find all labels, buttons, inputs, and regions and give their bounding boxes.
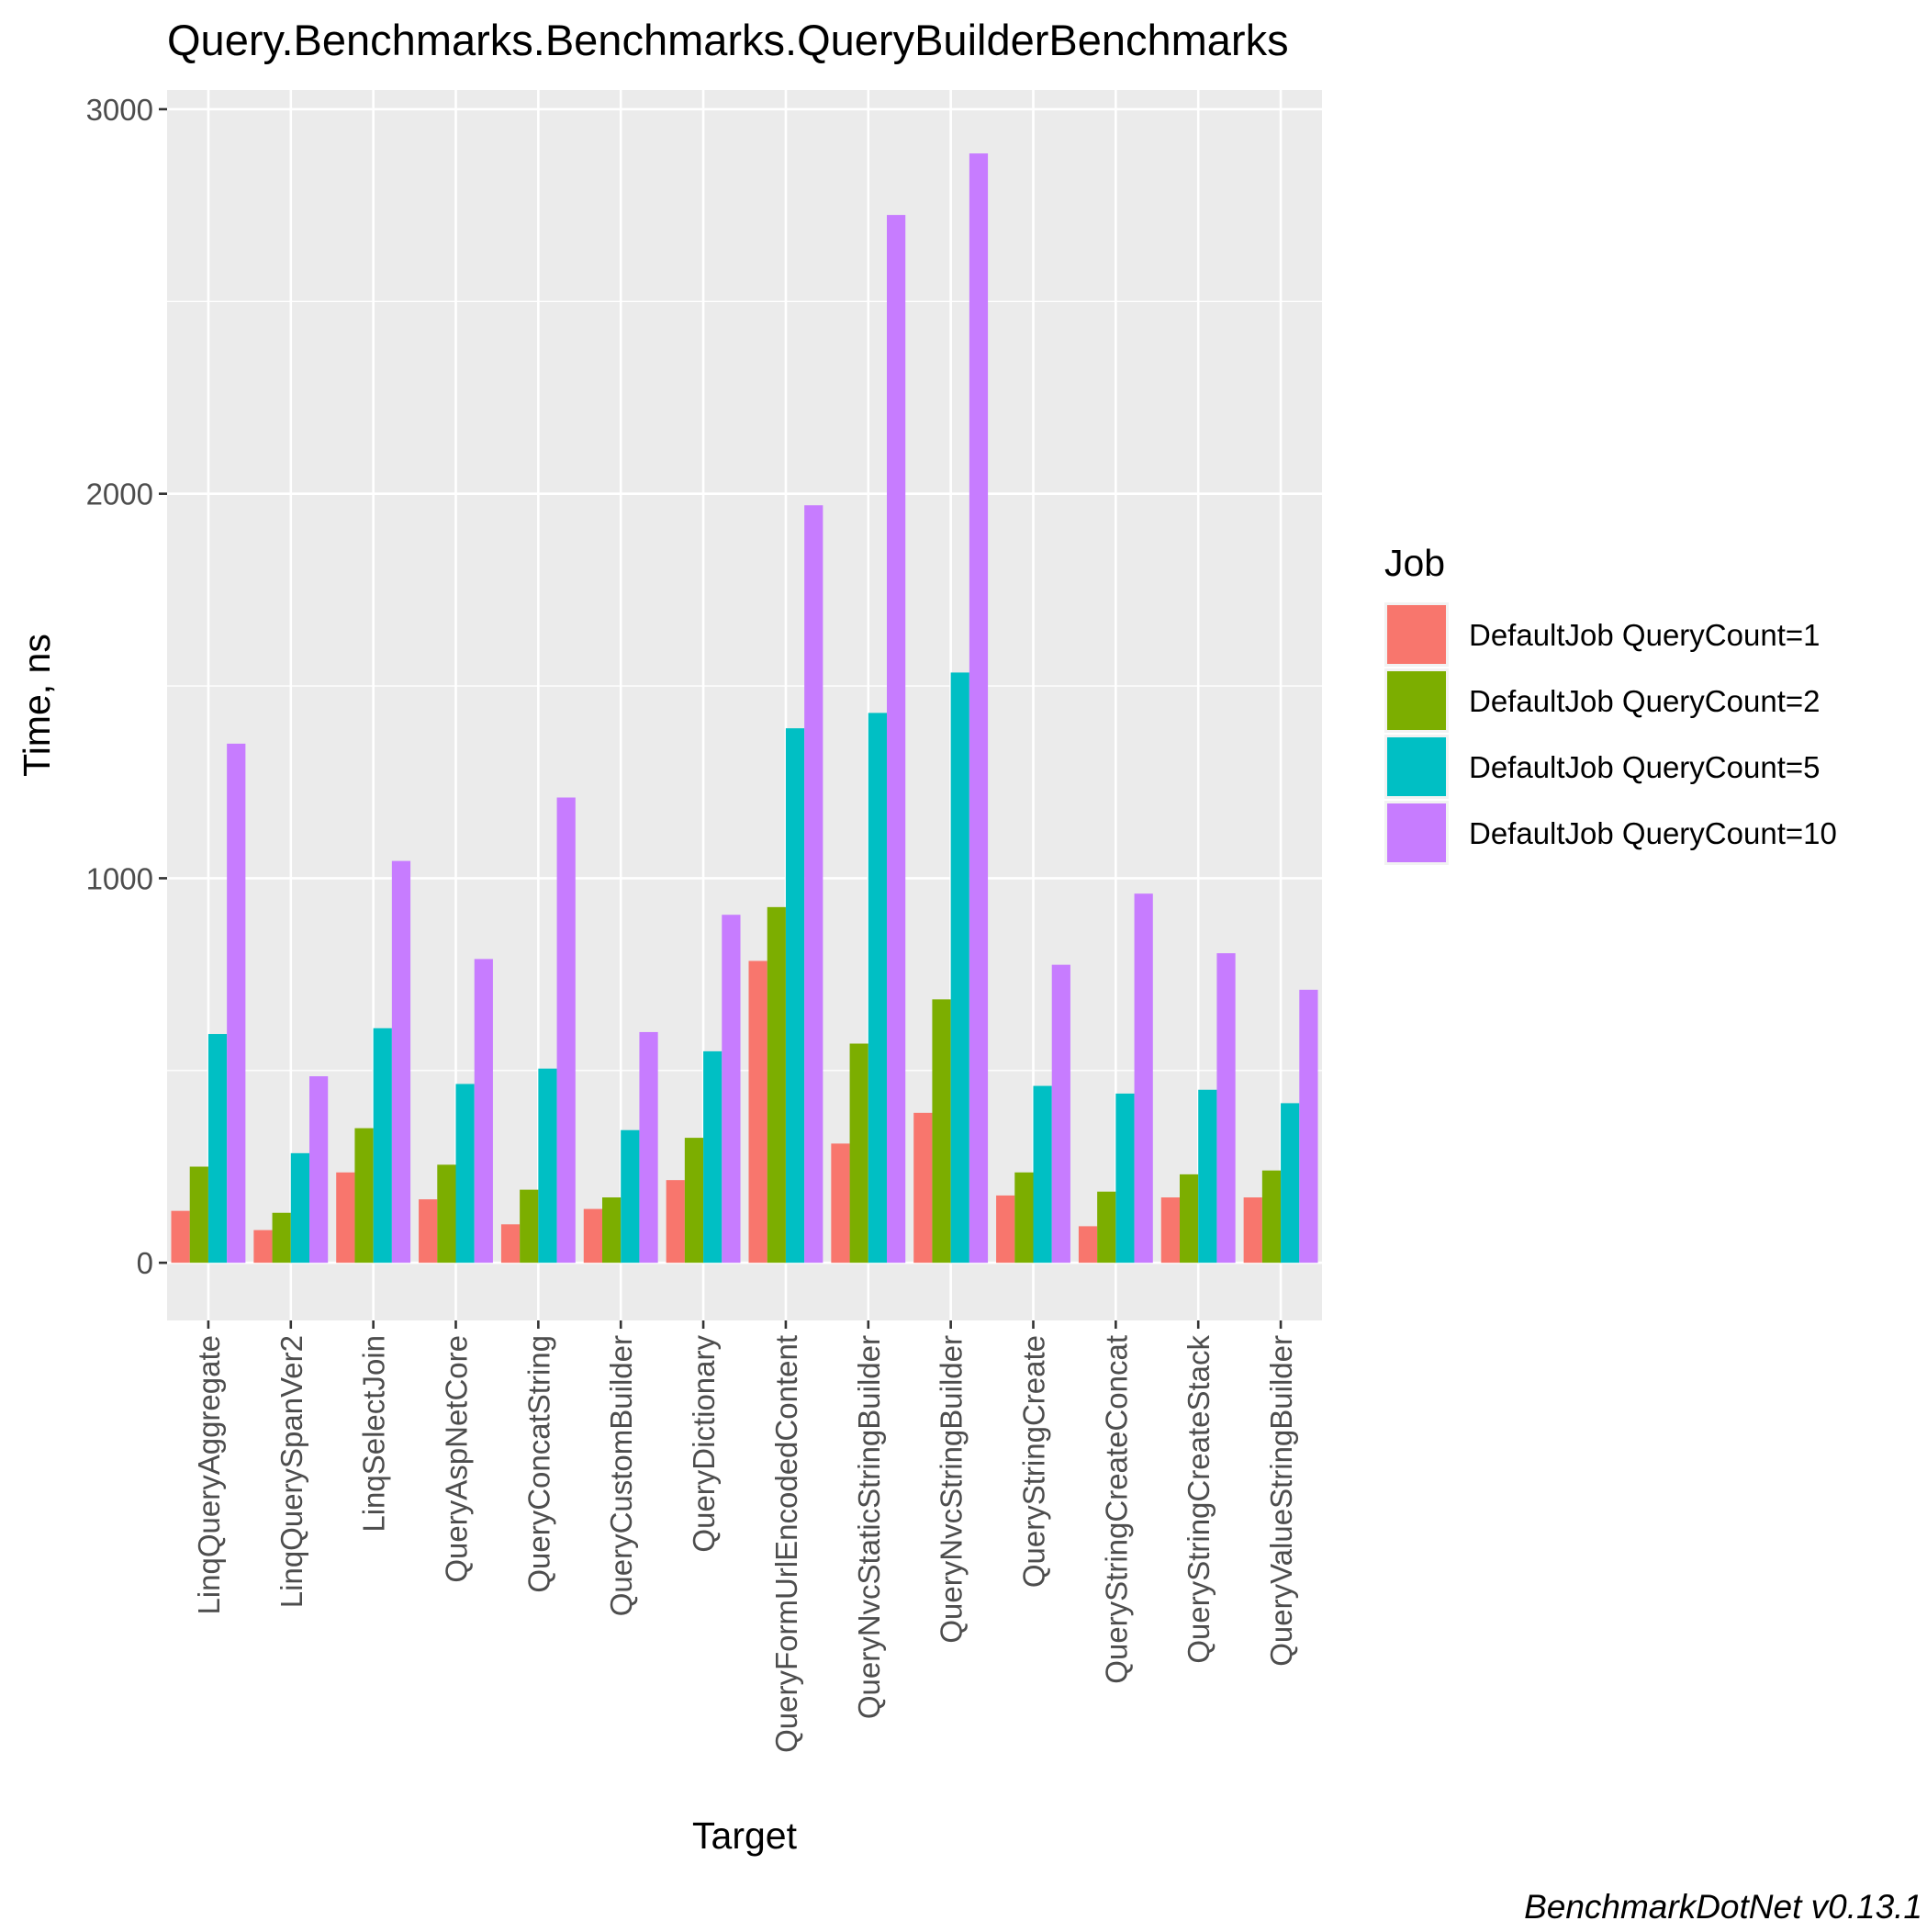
bar: [684, 1138, 704, 1264]
bar: [171, 1210, 190, 1264]
legend-label: DefaultJob QueryCount=10: [1469, 816, 1837, 850]
x-tick-label: QueryDictionary: [687, 1335, 721, 1553]
bar: [868, 713, 888, 1264]
bar: [1261, 1170, 1282, 1264]
bar: [1299, 989, 1318, 1264]
x-axis-title: Target: [692, 1814, 798, 1857]
bar: [639, 1031, 658, 1264]
x-tick-label: QueryStringCreate: [1017, 1335, 1051, 1588]
bar: [583, 1208, 602, 1264]
bar: [253, 1230, 273, 1264]
legend: Job DefaultJob QueryCount=1 DefaultJob Qu…: [1384, 542, 1837, 865]
bar: [290, 1152, 310, 1264]
bar: [1281, 1103, 1300, 1264]
x-tick-label: QueryValueStringBuilder: [1264, 1335, 1298, 1667]
bar: [189, 1166, 208, 1264]
x-tick-label: QueryCustomBuilder: [604, 1335, 638, 1616]
bar: [996, 1195, 1015, 1264]
bar: [950, 672, 969, 1264]
bar: [831, 1143, 850, 1264]
x-tick-label: QueryStringCreateStack: [1182, 1335, 1216, 1664]
bar: [419, 1199, 438, 1264]
bar: [1078, 1226, 1098, 1264]
bar: [913, 1112, 933, 1264]
bar: [601, 1197, 622, 1264]
chart-title: Query.Benchmarks.Benchmarks.QueryBuilder…: [167, 16, 1289, 64]
grid-minor: [167, 300, 1322, 1072]
bar: [1097, 1191, 1116, 1264]
bar: [1198, 1089, 1217, 1264]
x-tick-label: LinqSelectJoin: [357, 1335, 391, 1533]
bar: [373, 1028, 392, 1264]
bar: [621, 1129, 640, 1264]
bar: [391, 860, 411, 1264]
bar: [1051, 964, 1070, 1264]
x-tick-label: LinqQuerySpanVer2: [274, 1335, 308, 1608]
bar: [748, 960, 767, 1264]
bar: [437, 1164, 456, 1264]
y-tick-label: 2000: [86, 477, 153, 511]
bar: [887, 215, 906, 1264]
y-axis: 0 1000 2000 3000: [86, 93, 167, 1280]
x-tick-label: QueryNvcStaticStringBuilder: [852, 1335, 886, 1719]
bar: [538, 1068, 557, 1264]
bar: [309, 1076, 329, 1264]
legend-label: DefaultJob QueryCount=1: [1469, 618, 1820, 652]
x-tick-label: LinqQueryAggregate: [192, 1335, 226, 1615]
bar: [804, 505, 823, 1264]
bar: [556, 797, 576, 1264]
bars: [171, 153, 1318, 1264]
bar: [666, 1180, 685, 1264]
bar: [227, 743, 246, 1264]
bar: [767, 906, 786, 1264]
bar: [1179, 1174, 1199, 1264]
bar: [1160, 1197, 1180, 1264]
bar: [1033, 1085, 1052, 1264]
bar: [1115, 1093, 1135, 1264]
bar: [354, 1128, 374, 1264]
bar: [336, 1172, 355, 1264]
bar: [932, 999, 951, 1264]
legend-label: DefaultJob QueryCount=2: [1469, 684, 1820, 718]
bar: [722, 915, 741, 1264]
bar: [969, 153, 989, 1264]
bar: [1243, 1197, 1262, 1264]
legend-title: Job: [1384, 542, 1445, 584]
legend-label: DefaultJob QueryCount=5: [1469, 750, 1820, 784]
x-tick-label: QueryNvcStringBuilder: [935, 1335, 969, 1644]
bar: [520, 1189, 539, 1264]
x-tick-label: QueryFormUrlEncodedContent: [769, 1335, 803, 1753]
legend-swatch: [1387, 803, 1446, 862]
legend-swatch: [1387, 605, 1446, 664]
bar: [785, 728, 805, 1264]
bar: [1216, 953, 1236, 1264]
bar: [207, 1034, 228, 1264]
bar: [474, 959, 493, 1264]
x-tick-label: QueryStringCreateConcat: [1099, 1335, 1133, 1684]
legend-swatch: [1387, 737, 1446, 796]
x-tick-label: QueryAspNetCore: [440, 1335, 474, 1583]
bar: [703, 1050, 723, 1264]
legend-swatch: [1387, 671, 1446, 730]
bar: [500, 1224, 521, 1264]
bar: [1134, 893, 1153, 1264]
y-tick-label: 1000: [86, 861, 153, 895]
footer-caption: BenchmarkDotNet v0.13.1: [1524, 1888, 1922, 1926]
y-axis-title: Time, ns: [16, 634, 58, 777]
y-tick-label: 3000: [86, 93, 153, 127]
x-tick-label: QueryConcatString: [521, 1335, 555, 1593]
bar: [1014, 1172, 1034, 1264]
bar: [849, 1043, 868, 1264]
bar: [455, 1084, 475, 1264]
y-tick-label: 0: [137, 1246, 153, 1280]
bar: [272, 1212, 291, 1264]
x-axis: LinqQueryAggregate LinqQuerySpanVer2 LinqS…: [192, 1320, 1298, 1753]
